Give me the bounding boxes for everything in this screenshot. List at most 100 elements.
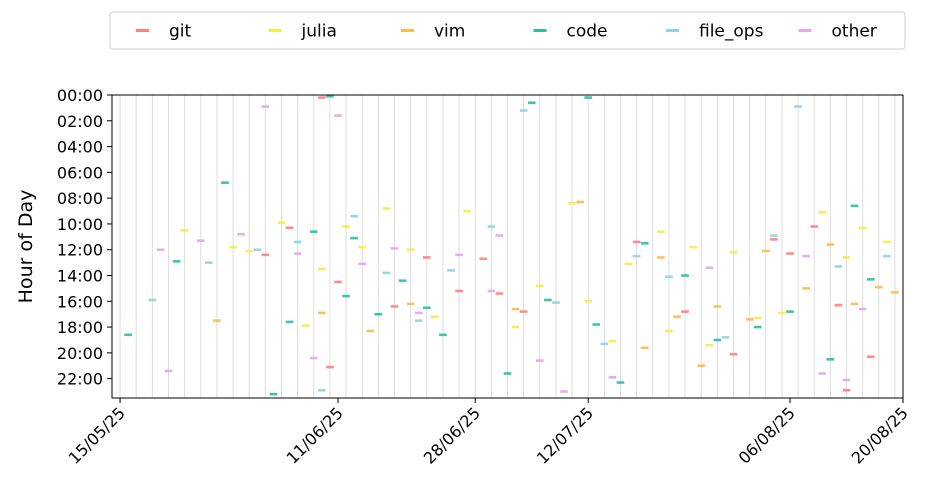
activity-mark-file_ops [382,271,391,275]
activity-mark-julia [318,267,326,271]
legend-swatch-git [136,29,149,32]
activity-mark-vim [802,287,810,290]
y-tick-label: 22:00 [57,370,103,389]
activity-mark-other [237,232,245,236]
activity-mark-file_ops [318,388,326,392]
activity-mark-vim [826,243,835,246]
activity-mark-other [560,390,568,393]
x-tick-label: 12/07/25 [533,403,597,467]
x-tick-label: 06/08/25 [735,403,799,467]
activity-mark-git [786,252,794,255]
legend-frame [109,11,906,50]
legend-label-vim: vim [434,22,465,42]
x-tick-label: 15/05/25 [65,403,129,467]
activity-mark-git [422,256,431,259]
activity-mark-other [608,376,617,379]
activity-mark-git [318,96,326,99]
y-tick-label: 18:00 [57,318,103,337]
activity-mark-julia [511,325,520,329]
activity-mark-git [390,305,399,308]
activity-mark-julia [245,249,254,253]
legend-swatch-file_ops [666,29,679,32]
activity-mark-julia [818,211,827,214]
activity-mark-other [390,247,399,250]
activity-mark-other [334,114,342,117]
activity-mark-file_ops [253,248,262,252]
activity-mark-code [640,241,649,245]
activity-mark-file_ops [552,301,560,304]
activity-mark-code [342,294,350,298]
activity-mark-file_ops [148,298,157,302]
day-grid-lines [119,95,896,398]
legend-label-julia: julia [301,22,337,42]
activity-mark-git [842,388,851,392]
activity-mark-code [786,310,794,313]
activity-mark-julia [277,221,286,224]
activity-mark-file_ops [770,234,778,237]
activity-mark-vim [891,290,899,294]
plot-area-frame [111,94,904,399]
y-tick-label: 16:00 [57,292,103,311]
activity-mark-code [850,204,859,208]
activity-mark-code [527,101,536,105]
legend-swatch-vim [401,29,414,32]
y-tick-label: 14:00 [57,267,103,286]
activity-mark-julia [608,339,617,343]
activity-mark-vim [213,319,221,322]
activity-mark-other [196,239,205,242]
activity-mark-vim [713,305,722,308]
activity-mark-git [632,240,641,244]
activity-mark-other [858,307,867,311]
activity-mark-file_ops [883,254,891,258]
activity-mark-julia [705,343,714,347]
activity-mark-code [592,323,601,326]
activity-mark-other [487,289,496,293]
activity-mark-file_ops [632,254,641,258]
activity-mark-file_ops [600,342,609,346]
activity-mark-vim [640,346,649,350]
activity-mark-vim [745,318,754,321]
activity-mark-vim [511,307,520,311]
y-tick-label: 10:00 [57,215,103,234]
activity-mark-julia [358,245,367,249]
activity-mark-julia [301,324,310,328]
activity-mark-vim [850,302,859,306]
activity-mark-vim [874,285,883,289]
activity-mark-julia [753,316,762,320]
y-tick-label: 00:00 [57,86,103,105]
activity-mark-file_ops [447,269,455,272]
activity-mark-julia [665,329,673,333]
activity-mark-code [285,320,294,324]
y-axis: 00:00 02:00 04:00 06:00 08:00 10:00 12:00 14:00… [57,86,112,389]
activity-mark-julia [842,256,851,259]
activity-mark-git [334,280,342,284]
y-tick-label: 06:00 [57,163,103,182]
legend-swatch-other [798,29,812,32]
activity-mark-code [422,306,431,310]
activity-mark-vim [673,315,681,319]
activity-mark-git [834,303,843,307]
activity-mark-git [770,238,778,241]
activity-mark-vim [761,249,770,253]
legend-label-other: other [832,22,877,42]
activity-mark-other [358,262,367,266]
activity-mark-julia [689,245,697,249]
activity-mark-git [866,355,875,359]
legend-label-git: git [169,22,192,42]
activity-mark-code [374,312,383,316]
activity-mark-other [535,359,544,362]
activity-mark-git [495,292,504,295]
activity-mark-code [439,333,447,337]
activity-mark-other [705,266,714,270]
activity-mark-other [261,105,270,108]
activity-mark-file_ops [794,105,802,108]
activity-mark-julia [382,207,391,210]
activity-mark-file_ops [721,336,730,339]
activity-mark-vim [697,364,706,368]
activity-mark-vim [406,302,415,306]
activity-mark-git [810,225,819,228]
activity-mark-other [293,252,302,255]
activity-mark-vim [318,311,326,315]
y-axis-label: Hour of Day [15,190,37,304]
